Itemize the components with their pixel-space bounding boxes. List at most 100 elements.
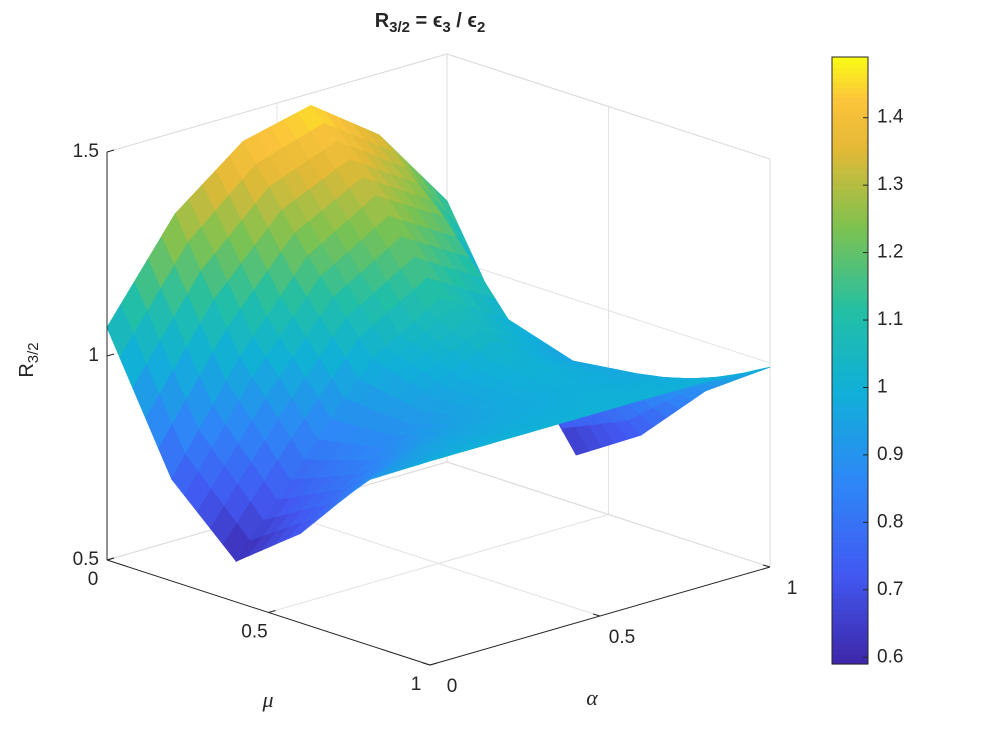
colorbar-cell xyxy=(832,173,868,179)
colorbar-cell xyxy=(832,406,868,412)
z-axis-label: R3/2 xyxy=(16,342,42,377)
colorbar-tick-label: 1.4 xyxy=(877,107,904,128)
colorbar-cell xyxy=(832,244,868,250)
colorbar-cell xyxy=(832,385,868,392)
box-edge xyxy=(446,461,771,568)
colorbar-cell xyxy=(832,380,868,387)
colorbar-cell xyxy=(832,537,868,544)
colorbar-cell xyxy=(832,345,868,351)
colorbar-cell xyxy=(832,314,868,321)
colorbar-cell xyxy=(832,375,868,382)
colorbar-cell xyxy=(832,512,868,518)
colorbar-cell xyxy=(832,77,868,83)
annotations: 00.51 00.510.511.5μ αR3/2 = ϵ3 / ϵ2R3/20.6… xyxy=(16,10,904,712)
y-axis-label: α xyxy=(586,685,598,710)
colorbar-cell xyxy=(832,517,868,523)
colorbar-cell xyxy=(832,142,868,149)
colorbar-cell xyxy=(832,593,868,599)
grid-line xyxy=(276,510,601,617)
colorbar-cell xyxy=(832,481,868,488)
x-tick xyxy=(429,662,438,666)
colorbar-cell xyxy=(832,466,868,473)
colorbar-cell xyxy=(832,623,868,630)
colorbar-cell xyxy=(832,527,868,534)
colorbar-cell xyxy=(832,188,868,195)
colorbar-cell xyxy=(832,471,868,478)
colorbar-cell xyxy=(832,218,868,225)
colorbar-cell xyxy=(832,168,868,174)
x-tick-label: 0 xyxy=(88,569,99,590)
colorbar-cell xyxy=(832,638,868,645)
colorbar-cell xyxy=(832,578,868,584)
colorbar-cell xyxy=(832,456,868,463)
colorbar-cell xyxy=(832,259,868,265)
box-edge xyxy=(446,53,771,160)
y-tick-label: 1 xyxy=(787,578,798,599)
colorbar-cell xyxy=(832,492,868,498)
colorbar-frame xyxy=(831,56,869,665)
colorbar-cell xyxy=(832,264,868,271)
colorbar-cell xyxy=(832,223,868,230)
z-tick-label: 0.5 xyxy=(73,549,99,570)
colorbar-cell xyxy=(832,340,868,346)
z-tick xyxy=(106,353,115,357)
colorbar-tick-label: 1.3 xyxy=(877,174,903,195)
colorbar-cell xyxy=(832,633,868,640)
colorbar-cell xyxy=(832,92,868,99)
colorbar-cell xyxy=(832,158,868,164)
colorbar-cell xyxy=(832,395,868,402)
colorbar-cell xyxy=(832,72,868,78)
y-tick xyxy=(422,662,431,666)
colorbar-cell xyxy=(832,567,868,574)
colorbar-tick-label: 0.9 xyxy=(877,444,903,465)
colorbar-cell xyxy=(832,148,868,154)
colorbar-cell xyxy=(832,178,868,185)
colorbar-cell xyxy=(832,269,868,276)
colorbar-cell xyxy=(832,552,868,559)
chart-title: R3/2 = ϵ3 / ϵ2 xyxy=(375,10,486,36)
colorbar-cell xyxy=(832,365,868,372)
colorbar-cell xyxy=(832,653,868,660)
colorbar-cell xyxy=(832,400,868,407)
colorbar-cell xyxy=(832,628,868,635)
colorbar-cell xyxy=(832,431,868,437)
colorbar-cell xyxy=(832,613,868,620)
colorbar-cell xyxy=(832,572,868,579)
colorbar-cell xyxy=(832,461,868,468)
colorbar-cell xyxy=(832,239,868,245)
colorbar-cell xyxy=(832,360,868,367)
y-tick xyxy=(592,613,601,617)
colorbar-cell xyxy=(832,411,868,417)
x-tick-label: 1 xyxy=(411,674,422,695)
y-tick xyxy=(762,564,771,568)
colorbar-cell xyxy=(832,608,868,615)
x-tick-label: 0.5 xyxy=(241,622,267,643)
colorbar-cell xyxy=(832,355,868,362)
colorbar-cell xyxy=(832,643,868,650)
colorbar-cell xyxy=(832,57,868,63)
colorbar-cell xyxy=(832,97,868,104)
colorbar-cell xyxy=(832,416,868,422)
colorbar-tick-label: 1.2 xyxy=(877,242,903,263)
colorbar-cell xyxy=(832,507,868,513)
chart-title-part: = ϵ xyxy=(410,10,442,32)
colorbar-cell xyxy=(832,102,868,109)
colorbar-cell xyxy=(832,557,868,564)
colorbar-cell xyxy=(832,532,868,539)
colorbar-cell xyxy=(832,325,868,331)
colorbar-cell xyxy=(832,208,868,215)
colorbar-cell xyxy=(832,153,868,159)
colorbar-cell xyxy=(832,335,868,341)
colorbar-cell xyxy=(832,213,868,220)
colorbar-cell xyxy=(832,522,868,529)
colorbar-cell xyxy=(832,234,868,240)
box-edge xyxy=(106,53,448,153)
chart-title-part: R xyxy=(375,10,390,32)
colorbar-cell xyxy=(832,390,868,397)
colorbar-cell xyxy=(832,67,868,73)
colorbar-cell xyxy=(832,583,868,589)
colorbar-tick-label: 0.8 xyxy=(877,511,903,532)
x-tick xyxy=(268,610,276,613)
x-axis-label: μ xyxy=(261,687,273,712)
